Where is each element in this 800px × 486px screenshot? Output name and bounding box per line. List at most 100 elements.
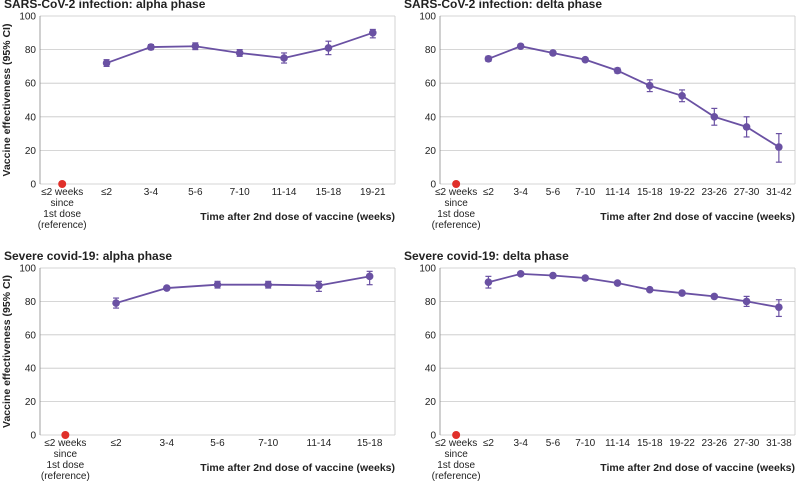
x-tick-label: 11-14 [272,187,297,198]
reference-label: ≤2 weeks since 1st dose (reference) [41,438,90,482]
reference-label-line: (reference) [41,471,90,482]
reference-label-line: ≤2 weeks [44,438,86,449]
reference-label-line: (reference) [432,220,481,231]
x-tick-label: ≤2 [111,438,122,449]
reference-label-line: since [444,198,468,209]
series-line [488,272,780,309]
point [678,289,686,297]
x-tick-label: 7-10 [575,187,595,198]
point [315,281,323,290]
reference-label-line: ≤2 weeks [435,187,477,198]
x-tick-label: 3-4 [513,187,528,198]
x-tick-label: 23-26 [702,438,728,449]
point [102,59,111,67]
reference-point [61,431,70,439]
point [645,81,654,90]
point [365,272,374,281]
point [742,297,751,306]
x-tick-label: ≤2 [483,187,494,198]
y-tick-label: 0 [430,180,436,191]
x-tick-label: 7-10 [258,438,278,449]
x-tick-label: 3-4 [513,438,528,449]
x-tick-label: 7-10 [230,187,250,198]
point [613,279,622,287]
x-tick-label: 11-14 [605,438,630,449]
x-tick-label: 23-26 [702,187,728,198]
point [162,284,171,292]
x-tick-label: 3-4 [144,187,159,198]
point [775,303,783,312]
x-tick-label: 15-18 [316,187,342,198]
y-tick-label: 40 [425,112,437,123]
point [324,44,333,52]
x-tick-label: 11-14 [307,438,332,449]
point [775,143,783,151]
point [213,280,222,289]
x-tick-label: 5-6 [546,438,561,449]
point [264,280,273,289]
x-axis-label: Time after 2nd dose of vaccine (weeks) [600,462,795,474]
y-tick-label: 20 [425,146,437,157]
point [549,271,557,280]
point [613,66,622,75]
x-tick-label: 7-10 [575,438,595,449]
x-tick-label: ≤2 [101,187,112,198]
x-tick-label: 19-21 [360,187,386,198]
x-axis-label: Time after 2nd dose of vaccine (weeks) [200,211,395,223]
y-tick-label: 20 [25,397,37,408]
y-tick-label: 0 [30,431,36,442]
x-tick-label: 31-42 [766,187,792,198]
y-tick-label: 100 [419,12,436,23]
reference-label: ≤2 weeks since 1st dose (reference) [432,187,481,231]
point [742,123,751,131]
chart-title: Severe covid-19: delta phase [404,249,569,263]
point [484,278,493,286]
y-tick-label: 100 [19,264,36,275]
series-line [115,275,370,304]
reference-label-line: since [444,449,468,460]
point [581,274,590,282]
reference-label-line: since [54,449,78,460]
point [710,113,719,121]
series-line [488,45,780,148]
y-axis-label: Vaccine effectiveness (95% CI) [1,24,13,177]
point [645,285,654,294]
reference-label-line: 1st dose [43,209,81,220]
reference-point [452,431,461,439]
x-axis-label: Time after 2nd dose of vaccine (weeks) [600,211,795,223]
y-tick-label: 0 [430,431,436,442]
reference-point [58,180,67,188]
point [678,92,686,100]
y-tick-label: 0 [30,180,36,191]
x-tick-label: 27-30 [734,187,760,198]
y-tick-label: 40 [25,112,37,123]
y-tick-label: 100 [19,12,36,23]
y-tick-label: 40 [25,364,37,375]
reference-label-line: ≤2 weeks [41,187,83,198]
point [147,43,155,51]
point [710,292,719,301]
y-tick-label: 80 [25,297,37,308]
y-tick-label: 40 [425,364,437,375]
chart-title: SARS-CoV-2 infection: delta phase [404,0,602,11]
x-tick-label: 11-14 [605,187,630,198]
point [191,42,200,51]
x-tick-label: 19-22 [669,187,695,198]
reference-label-line: (reference) [38,220,87,231]
x-tick-label: 31-38 [766,438,792,449]
point [484,55,493,63]
point [516,42,525,51]
x-tick-label: 3-4 [160,438,175,449]
x-tick-label: 15-18 [637,187,663,198]
reference-label-line: 1st dose [437,460,475,471]
point [235,49,244,57]
x-tick-label: ≤2 [483,438,494,449]
reference-label-line: since [51,198,75,209]
chart-title: Severe covid-19: alpha phase [4,249,172,263]
x-tick-label: 19-22 [669,438,695,449]
reference-label: ≤2 weeks since 1st dose (reference) [432,438,481,482]
reference-label-line: 1st dose [437,209,475,220]
x-tick-label: 5-6 [546,187,561,198]
point [280,54,288,62]
